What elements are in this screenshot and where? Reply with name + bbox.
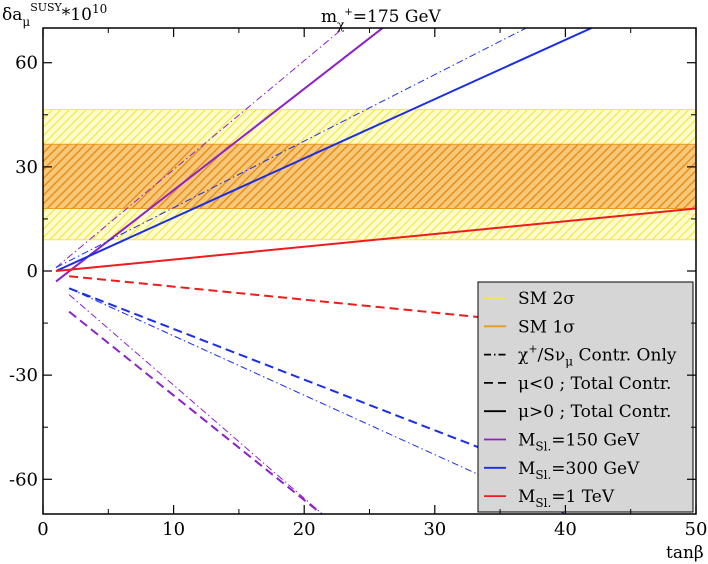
x-tick-label: 10 <box>162 519 185 540</box>
legend-label: MSl.=1 TeV <box>518 487 615 510</box>
series-line-3 <box>68 294 324 514</box>
x-axis-label: tanβ <box>666 543 704 563</box>
band-sm-1sigma <box>43 144 696 209</box>
x-tick-label: 30 <box>423 519 446 540</box>
x-tick-label: 40 <box>554 519 577 540</box>
legend-label: MSl.=300 GeV <box>518 459 640 482</box>
legend-label: SM 1σ <box>518 317 575 337</box>
series-line-8 <box>55 207 696 272</box>
x-tick-label: 50 <box>685 519 708 540</box>
legend-label: μ>0 ; Total Contr. <box>518 402 671 422</box>
y-tick-label: 0 <box>27 261 38 282</box>
legend-background <box>477 281 694 513</box>
series-line-6 <box>55 28 527 268</box>
x-tick-label: 20 <box>293 519 316 540</box>
y-tick-label: 30 <box>15 157 38 178</box>
series-line-2 <box>55 28 344 268</box>
x-tick-label: 0 <box>37 519 48 540</box>
legend-label: μ<0 ; Total Contr. <box>518 374 671 394</box>
y-tick-label: -60 <box>9 469 38 490</box>
legend-label: χ+/Sνμ Contr. Only <box>518 343 677 369</box>
y-tick-label: -30 <box>9 365 38 386</box>
legend-label: SM 2σ <box>518 289 575 309</box>
y-axis-label: δaμSUSY*1010 <box>2 1 107 29</box>
series-line-0 <box>55 28 384 283</box>
chart-title: mχ+=175 GeV <box>321 7 442 32</box>
series-line-4 <box>55 28 592 272</box>
series-line-1 <box>68 310 324 514</box>
legend: SM 2σ SM 1σ χ+/Sνμ Contr. Only μ<0 ; Total … <box>477 281 694 513</box>
legend-label: MSl.=150 GeV <box>518 431 640 454</box>
series-line-9 <box>69 275 488 319</box>
y-tick-label: 60 <box>15 53 38 74</box>
series-line-5 <box>68 287 566 482</box>
